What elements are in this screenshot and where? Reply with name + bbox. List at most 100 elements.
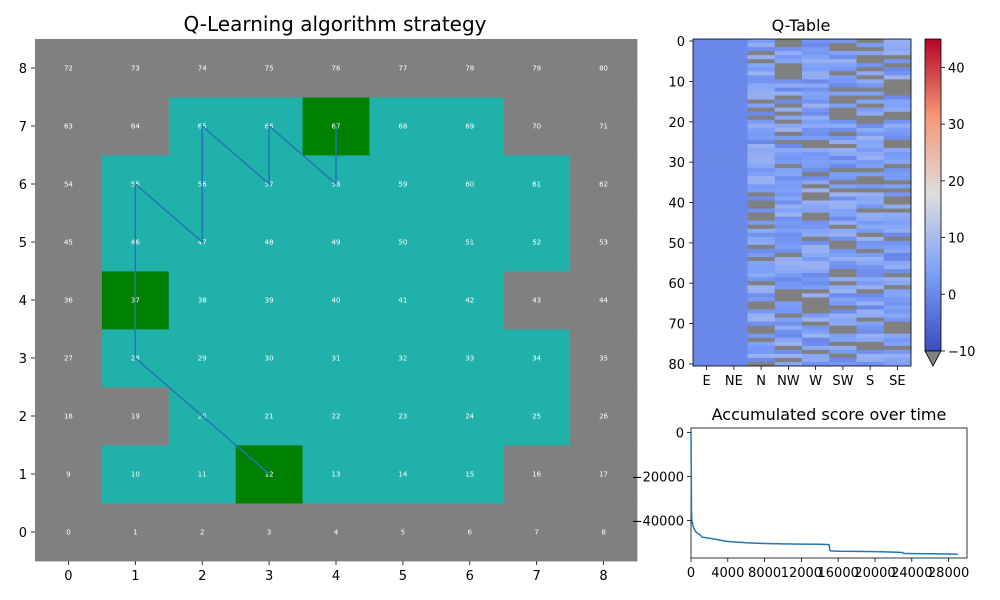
- cell-label: 12: [265, 471, 274, 479]
- qtable-cell: [883, 188, 912, 193]
- colorbar-tick-label: 30: [948, 118, 965, 133]
- qtable-cell: [774, 152, 803, 157]
- qtable-cell: [802, 261, 830, 266]
- qtable-cell: [720, 208, 748, 213]
- qtable-cell: [747, 164, 776, 169]
- qtable-cell: [829, 164, 857, 169]
- qtable-cell: [774, 127, 803, 133]
- qtable-cell: [856, 212, 885, 217]
- qtable-cell: [856, 345, 885, 351]
- qtable-cell: [774, 176, 803, 181]
- cell-label: 74: [198, 65, 207, 73]
- grid-cell: [570, 387, 638, 446]
- qtable-cell: [720, 39, 748, 44]
- qtable-cell: [802, 184, 830, 189]
- qtable-cell: [720, 131, 748, 137]
- qtable-cell: [883, 176, 912, 181]
- qtable-cell: [856, 55, 885, 60]
- qtable-cell: [774, 111, 803, 117]
- qtable-cell: [720, 248, 748, 254]
- grid-cell: [369, 271, 437, 330]
- qtable-cell: [856, 224, 885, 230]
- qtable-cell: [829, 244, 857, 250]
- qtable-cell: [883, 208, 912, 213]
- qtable-cell: [693, 208, 721, 213]
- qtable-cell: [774, 200, 803, 205]
- cell-label: 33: [465, 355, 474, 363]
- colorbar-tick-label: 20: [948, 175, 965, 190]
- qtable-cell: [883, 349, 912, 355]
- qtable-cell: [747, 329, 776, 335]
- qtable-cell: [774, 224, 803, 230]
- cell-label: 5: [401, 529, 405, 537]
- cell-label: 63: [64, 123, 73, 131]
- qtable-cell: [720, 321, 748, 326]
- qtable-cell: [883, 99, 912, 104]
- y-tick-label: 3: [19, 352, 27, 367]
- qtable-cell: [720, 257, 748, 262]
- qtable-cell: [774, 83, 803, 88]
- qtable-cell: [829, 216, 857, 221]
- qtable-cell: [693, 216, 721, 221]
- x-tick-label: 8000: [748, 566, 781, 581]
- qtable-cell: [693, 257, 721, 262]
- qtable-cell: [802, 123, 830, 129]
- qtable-cell: [856, 329, 885, 335]
- grid-cell: [436, 329, 504, 388]
- x-tick-label: 28000: [928, 566, 969, 581]
- qtable-cell: [747, 95, 776, 100]
- qtable-cell: [883, 232, 912, 238]
- qtable-cell: [720, 184, 748, 189]
- qtable-cell: [883, 216, 912, 221]
- qtable-cell: [883, 160, 912, 165]
- qtable-cell: [720, 277, 748, 282]
- qtable-cell: [883, 127, 912, 133]
- qtable-cell: [883, 301, 912, 306]
- qtable-cell: [747, 305, 776, 310]
- cell-label: 48: [265, 239, 274, 247]
- qtable-cell: [883, 131, 912, 137]
- qtable-cell: [829, 341, 857, 347]
- cell-label: 35: [599, 355, 608, 363]
- qtable-cell: [829, 131, 857, 137]
- grid-cell: [503, 155, 571, 214]
- qtable-cell: [856, 236, 885, 242]
- qtable-cell: [829, 75, 857, 80]
- qtable-cell: [883, 220, 912, 226]
- qtable-cell: [856, 252, 885, 258]
- qtable-cell: [883, 353, 912, 359]
- qtable-cell: [747, 321, 776, 326]
- qtable-cell: [883, 79, 912, 84]
- qtable-cell: [693, 341, 721, 347]
- grid-cell: [570, 155, 638, 214]
- qtable-cell: [856, 63, 885, 68]
- qtable-cell: [802, 135, 830, 141]
- qtable-cell: [829, 309, 857, 314]
- qtable-cell: [829, 123, 857, 129]
- grid-cell: [168, 445, 237, 504]
- qtable-cell: [802, 51, 830, 56]
- cell-label: 44: [599, 297, 608, 305]
- qtable-cell: [747, 236, 776, 242]
- qtable-cell: [774, 75, 803, 80]
- qtable-cell: [883, 168, 912, 173]
- grid-title: Q-Learning algorithm strategy: [184, 12, 487, 36]
- qtable-cell: [774, 333, 803, 339]
- cell-label: 41: [398, 297, 407, 305]
- grid-cell: [503, 329, 571, 388]
- qtable-cell: [720, 139, 748, 145]
- qtable-cell: [720, 123, 748, 129]
- qtable-title: Q-Table: [772, 16, 831, 35]
- qtable-cell: [693, 123, 721, 129]
- qtable-cell: [802, 164, 830, 169]
- cell-label: 53: [599, 239, 608, 247]
- qtable-cell: [693, 277, 721, 282]
- grid-cell: [436, 39, 504, 98]
- qtable-cell: [720, 47, 748, 52]
- qtable-cell: [802, 79, 830, 84]
- qtable-cell: [720, 329, 748, 335]
- qtable-cell: [774, 204, 803, 209]
- qtable-cell: [829, 47, 857, 52]
- qtable-cell: [693, 265, 721, 270]
